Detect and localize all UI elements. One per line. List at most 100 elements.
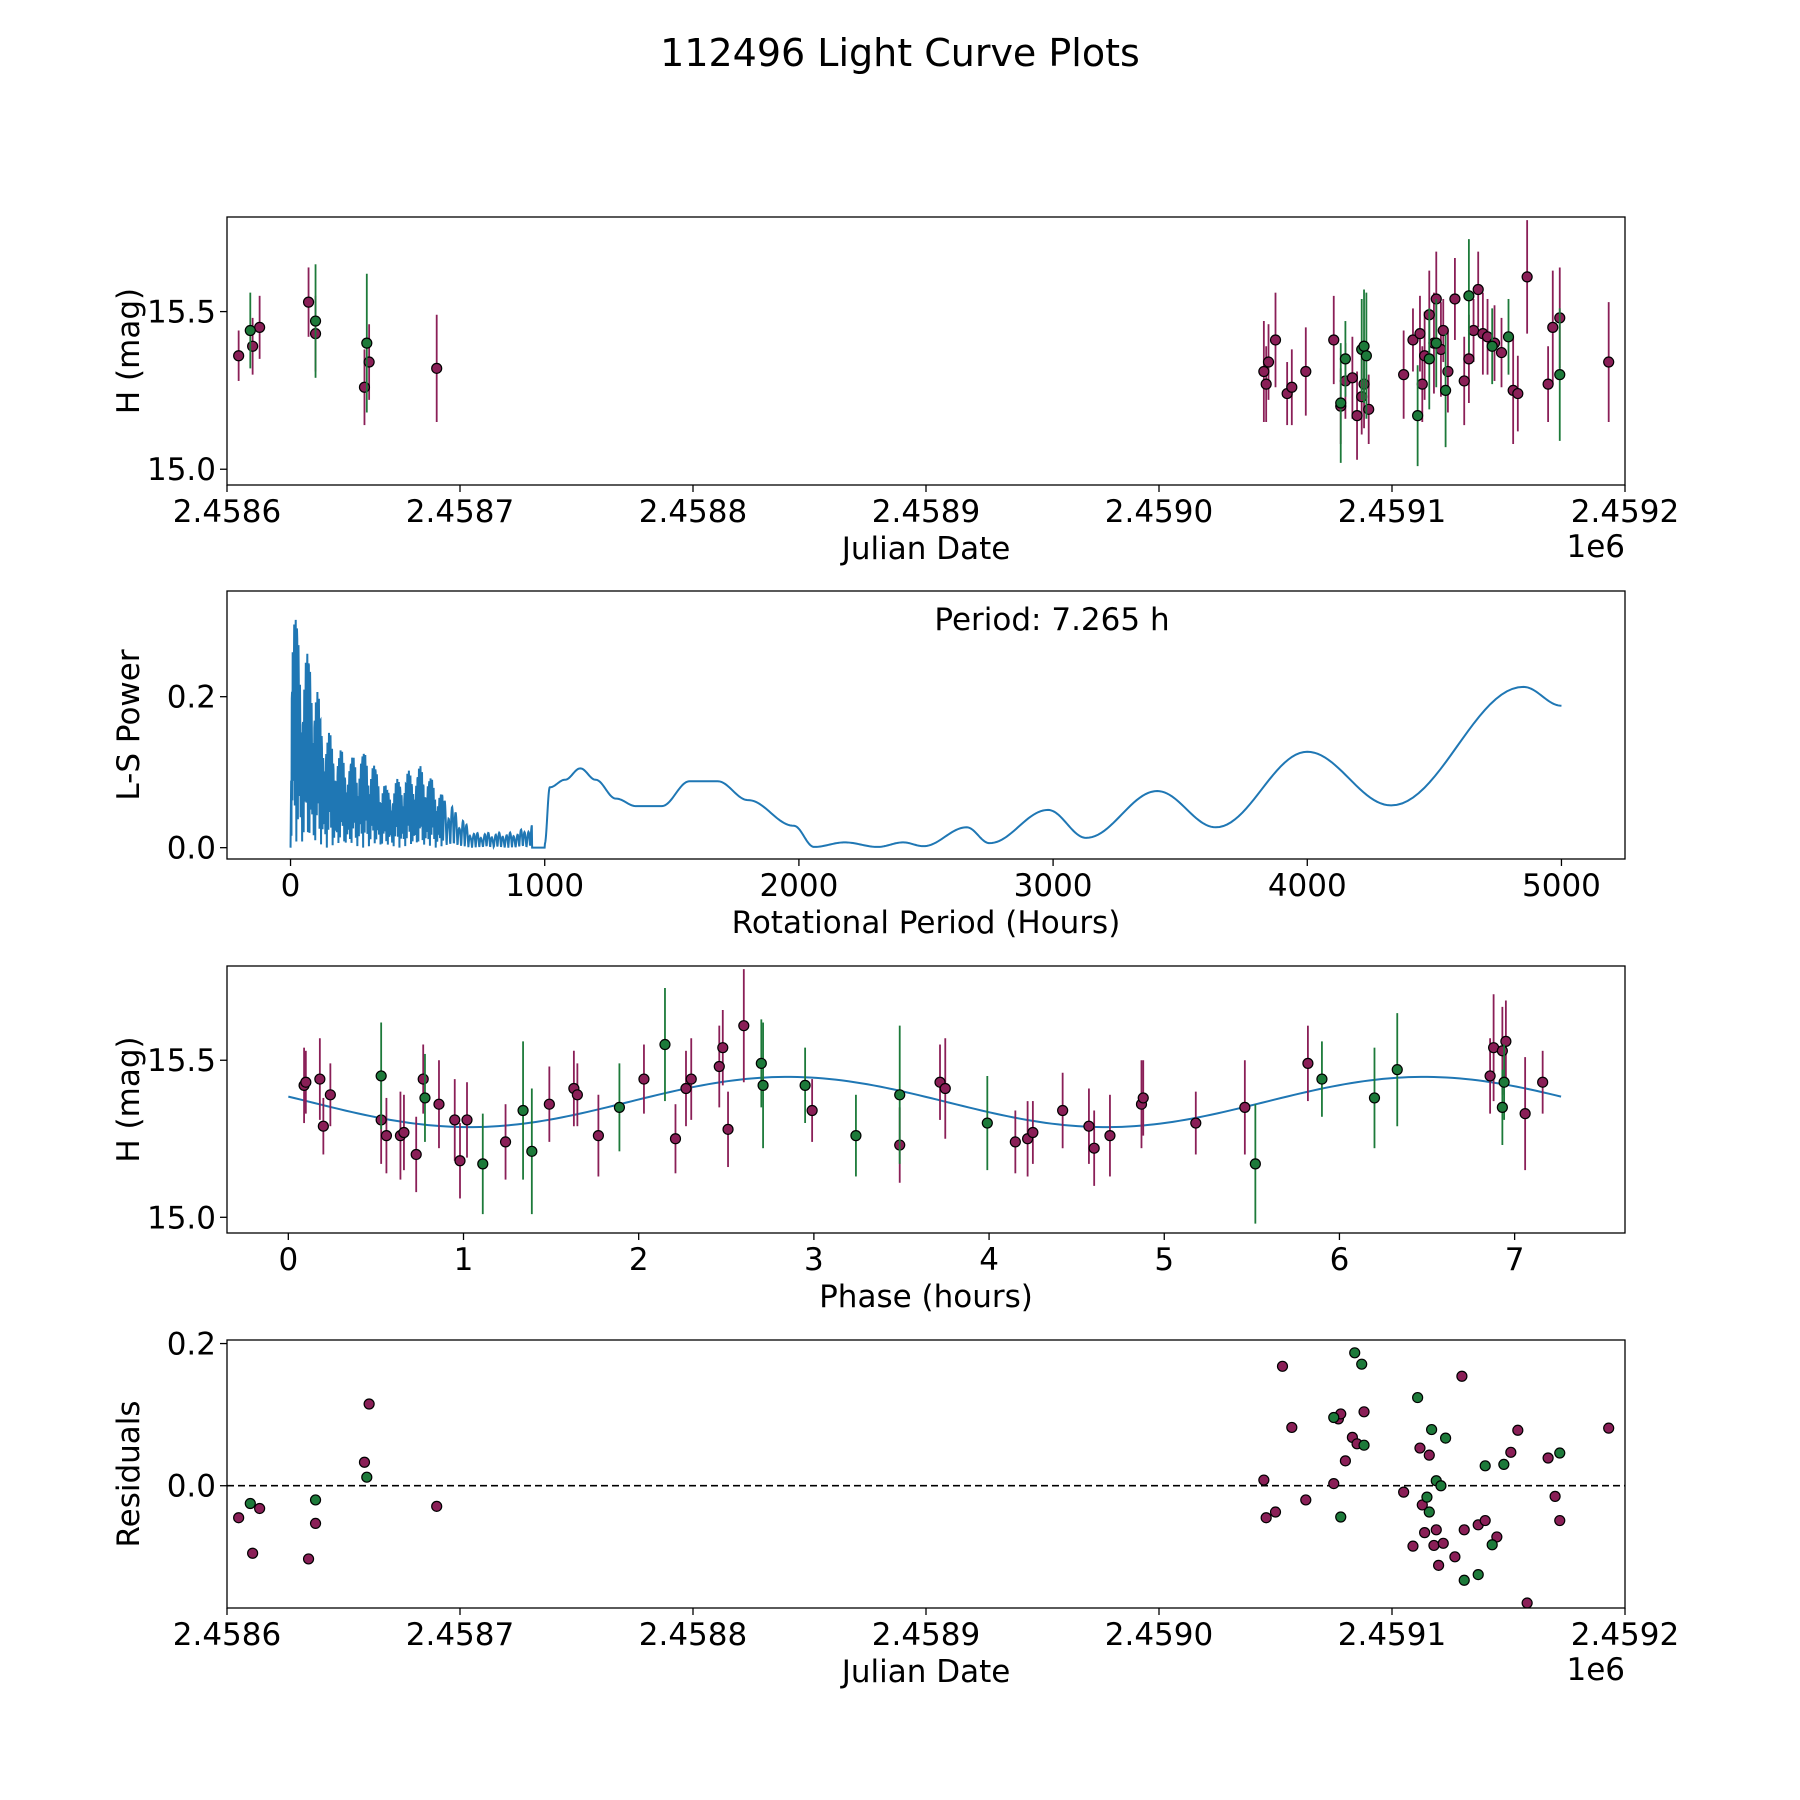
magenta-data-point (1269, 334, 1282, 346)
magenta-data-point (1500, 1035, 1512, 1047)
magenta-data-point (1423, 1449, 1435, 1461)
magenta-data-point (1083, 1120, 1095, 1132)
magenta-data-point (433, 1098, 445, 1110)
y-tick-label: 0.2 (167, 1327, 216, 1363)
magenta-data-point (1358, 1406, 1370, 1418)
magenta-data-point (1512, 387, 1524, 400)
green-data-point (375, 1070, 387, 1082)
x-tick-label: 7 (1505, 1242, 1525, 1278)
green-data-point (1458, 1574, 1470, 1586)
magenta-data-point (314, 1073, 326, 1085)
x-tick-label: 0 (281, 868, 301, 904)
magenta-data-point (1276, 1360, 1289, 1372)
magenta-data-point (1437, 324, 1449, 337)
magenta-data-point (1542, 1452, 1554, 1464)
green-data-point (1423, 353, 1435, 365)
x-tick-label: 2.4590 (1105, 494, 1213, 530)
magenta-data-point (363, 1398, 375, 1410)
magenta-data-point (309, 1517, 322, 1530)
green-data-point (361, 1471, 373, 1483)
magenta-data-point (592, 1130, 604, 1142)
green-data-point (1412, 410, 1424, 422)
green-data-point (1554, 1447, 1566, 1459)
magenta-data-point (417, 1073, 429, 1085)
green-data-point (1349, 1347, 1361, 1359)
green-data-point (755, 1057, 767, 1069)
x-axis-label: Rotational Period (Hours) (732, 905, 1121, 941)
y-axis-label: H (mag) (111, 288, 147, 414)
magenta-data-point (1346, 372, 1358, 384)
green-data-point (1498, 1076, 1510, 1088)
x-tick-label: 2.4589 (872, 494, 980, 530)
x-tick-label: 1 (454, 1242, 474, 1278)
magenta-data-point (1603, 1422, 1615, 1434)
green-data-point (1426, 1423, 1438, 1436)
green-data-point (894, 1089, 906, 1101)
magenta-data-point (680, 1082, 692, 1095)
magenta-data-point (380, 1130, 393, 1142)
x-tick-label: 3 (804, 1242, 824, 1278)
magenta-data-point (1603, 356, 1615, 368)
magenta-data-point (1428, 1539, 1440, 1552)
magenta-data-point (247, 1547, 259, 1559)
panel-lightcurve: 2.4586 2.4587 2.4588 2.4589 2.4590 2.4591 2.45… (111, 216, 1679, 567)
axes-frame (226, 965, 1626, 1234)
period-annotation: Period: 7.265 h (934, 602, 1169, 638)
green-data-point (1486, 1539, 1498, 1551)
magenta-data-point (302, 1553, 315, 1565)
x-tick-label: 4000 (1268, 868, 1347, 904)
green-data-point (1339, 353, 1352, 365)
chart-panels: 2.4586 2.4587 2.4588 2.4589 2.4590 2.4591 2.45… (111, 216, 1679, 1690)
magenta-data-point (1549, 1490, 1561, 1502)
green-data-point (244, 1497, 256, 1510)
model-fit-curve (288, 1075, 1562, 1129)
green-data-point (1486, 340, 1498, 352)
x-tick-label: 2.4591 (1338, 1617, 1446, 1653)
magenta-data-point (1554, 1514, 1566, 1527)
magenta-data-point (1472, 283, 1484, 296)
y-tick-label: 15.5 (147, 1043, 216, 1079)
magenta-data-point (1302, 1057, 1314, 1069)
green-data-point (1463, 290, 1475, 302)
green-data-point (361, 337, 373, 349)
green-data-point (1249, 1158, 1261, 1170)
magenta-data-point (449, 1114, 461, 1126)
magenta-data-point (1407, 334, 1419, 346)
magenta-data-point (1239, 1101, 1251, 1113)
magenta-data-point (1328, 334, 1340, 346)
plot-area (233, 220, 1615, 467)
x-tick-label: 2.4590 (1105, 1617, 1213, 1653)
green-data-point (1368, 1092, 1381, 1104)
magenta-data-point (1479, 1514, 1491, 1527)
plot-area (288, 969, 1562, 1224)
green-data-point (517, 1104, 529, 1117)
magenta-data-point (1398, 369, 1410, 381)
x-tick-label: 5 (1154, 1242, 1174, 1278)
magenta-data-point (1416, 378, 1428, 390)
x-tick-label: 0 (278, 1242, 298, 1278)
magenta-data-point (1430, 1524, 1442, 1536)
magenta-data-point (302, 296, 315, 308)
plot-area (289, 619, 1562, 851)
green-data-point (1498, 1458, 1510, 1471)
magenta-data-point (1262, 356, 1275, 368)
magenta-data-point (1512, 1424, 1524, 1436)
green-data-point (1554, 369, 1566, 381)
x-tick-label: 2.4589 (872, 1617, 980, 1653)
plot-area (227, 1347, 1625, 1608)
magenta-data-point (1463, 353, 1475, 365)
x-tick-label: 2.4592 (1571, 494, 1679, 530)
green-data-point (1412, 1391, 1424, 1404)
magenta-data-point (1104, 1130, 1116, 1142)
y-tick-label: 15.0 (147, 452, 216, 488)
y-tick-label: 0.2 (167, 680, 216, 716)
x-axis-label: Phase (hours) (819, 1279, 1033, 1315)
magenta-data-point (358, 1456, 371, 1468)
magenta-data-point (1419, 1527, 1431, 1539)
green-data-point (1439, 384, 1452, 397)
y-axis-label: H (mag) (111, 1036, 147, 1162)
magenta-data-point (1458, 1524, 1470, 1536)
green-data-point (309, 315, 322, 327)
